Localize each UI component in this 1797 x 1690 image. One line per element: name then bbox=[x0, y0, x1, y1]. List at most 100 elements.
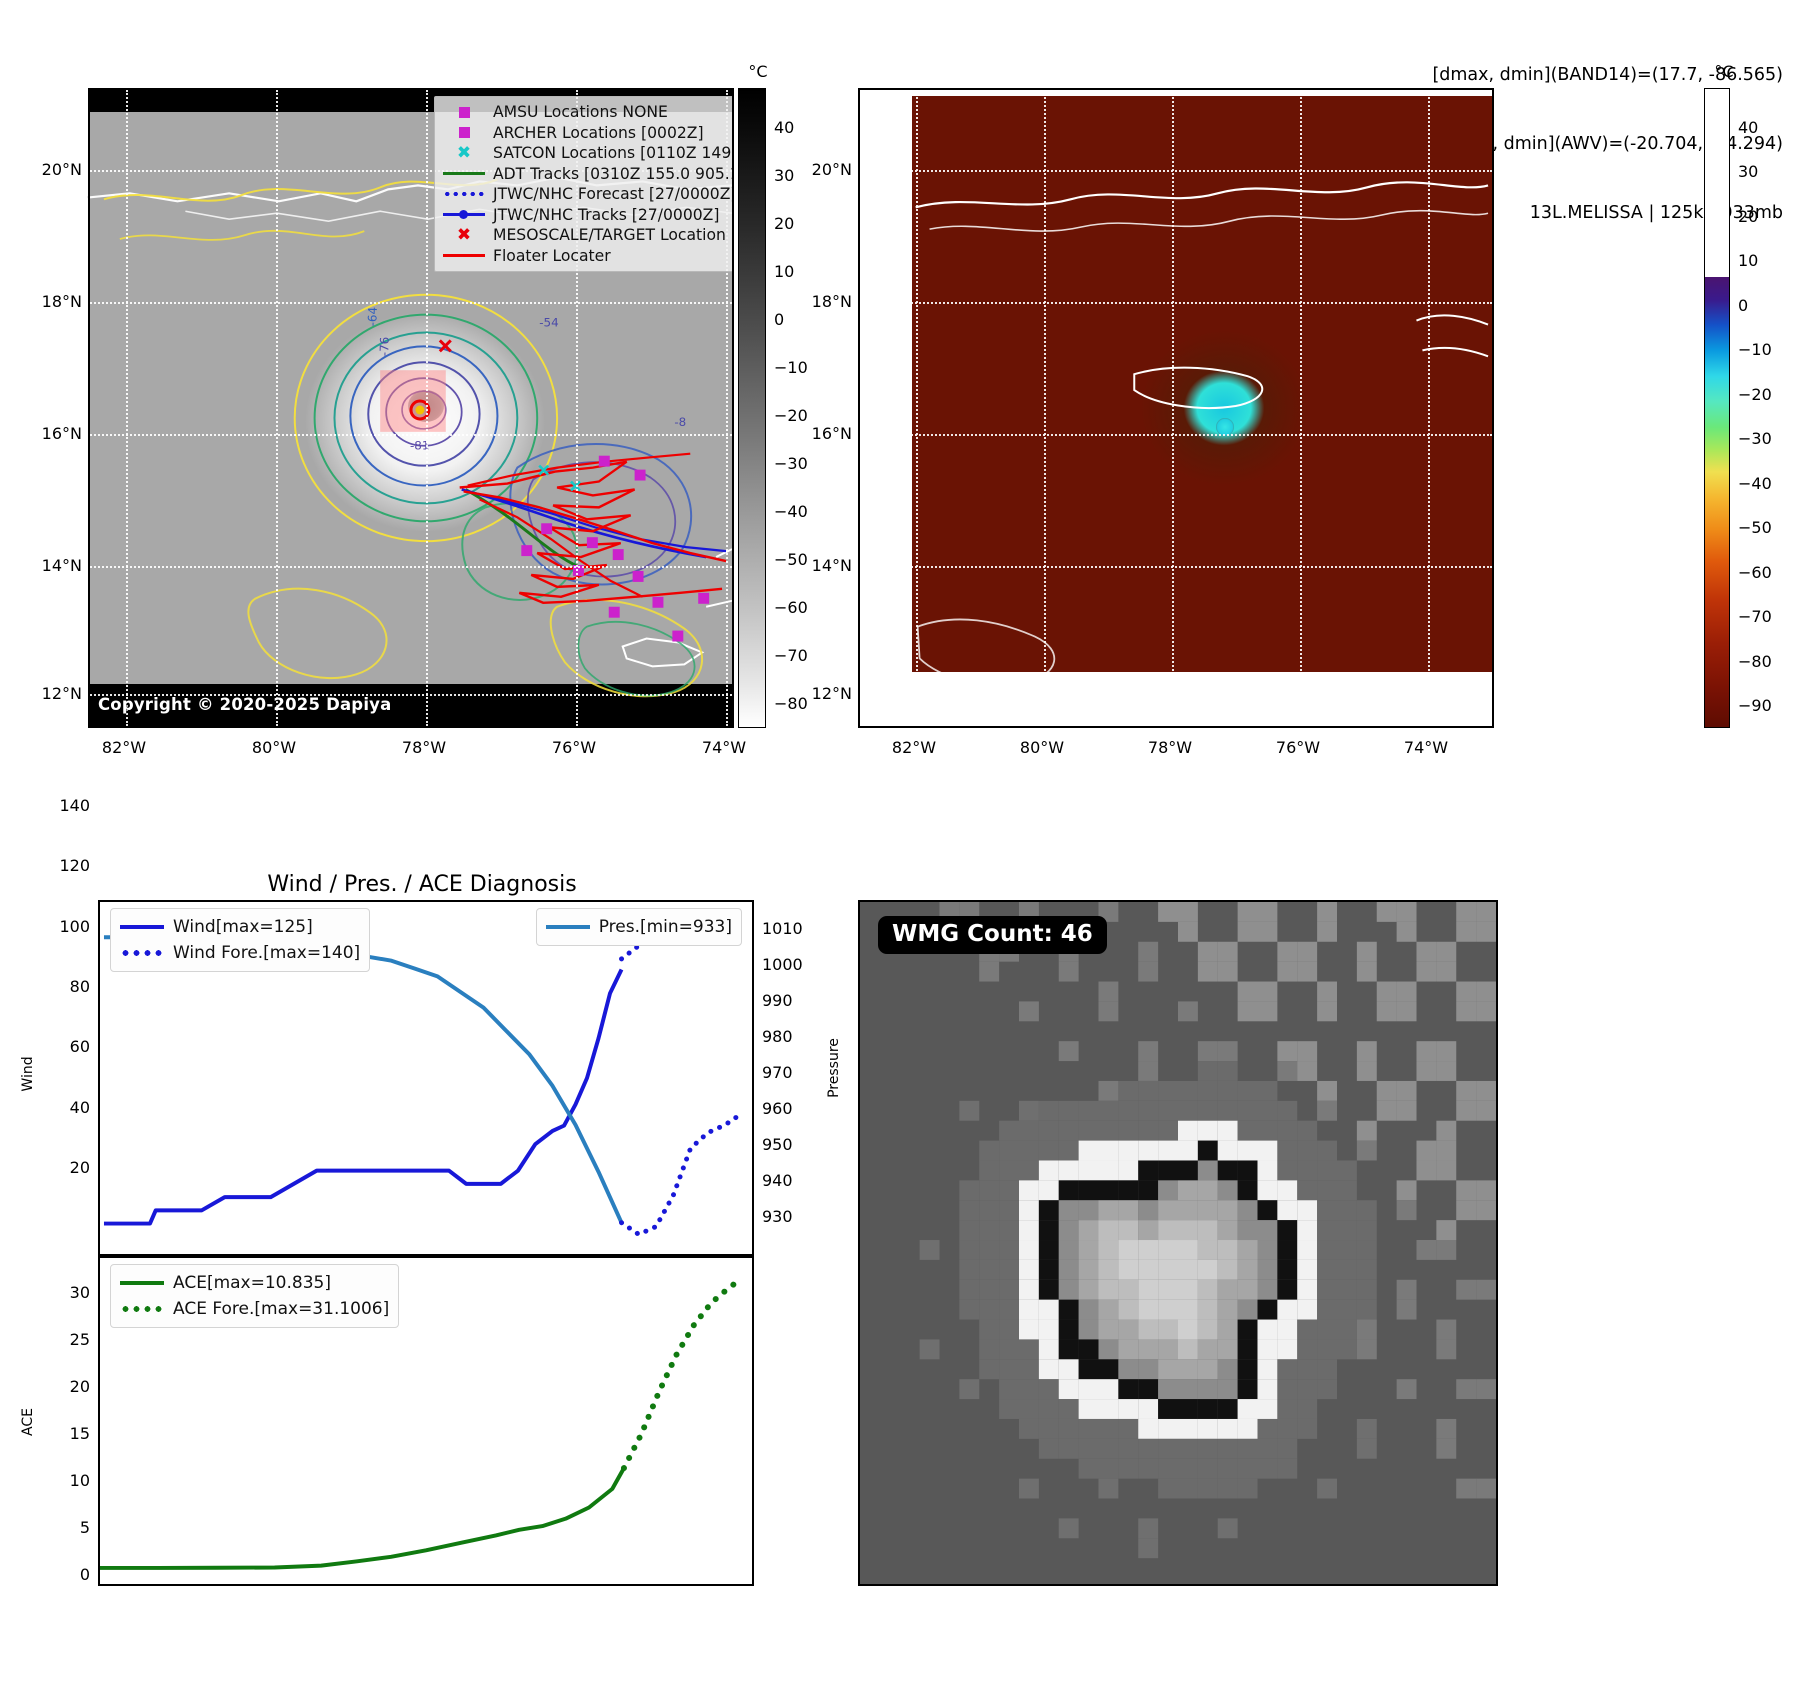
awv-overlay-vectors bbox=[915, 181, 1489, 687]
legend-label: SATCON Locations [0110Z 149 926] bbox=[493, 144, 732, 163]
ir-tick-m40: −40 bbox=[774, 502, 808, 521]
awv-left-mask bbox=[860, 90, 912, 726]
awv-tick-m30: −30 bbox=[1738, 429, 1772, 448]
awv-tick-m80: −80 bbox=[1738, 652, 1772, 671]
awv-tick-m70: −70 bbox=[1738, 607, 1772, 626]
awv-tick-m10: −10 bbox=[1738, 340, 1772, 359]
legend-item-satcon: ✖ SATCON Locations [0110Z 149 926] bbox=[441, 142, 732, 164]
storm-summary: 13L.MELISSA | 125kt, 933mb bbox=[1529, 203, 1783, 223]
tl-xlabel-76w: 76°W bbox=[551, 738, 597, 757]
legend-item-wind-forecast: Wind Fore.[max=140] bbox=[120, 940, 360, 966]
tr-xlabel-76w: 76°W bbox=[1275, 738, 1321, 757]
awv-tick-m60: −60 bbox=[1738, 563, 1772, 582]
pres-tick-930: 930 bbox=[762, 1207, 793, 1226]
wind-tick-80: 80 bbox=[69, 977, 90, 996]
wmg-panel[interactable]: WMG Count: 46 bbox=[858, 900, 1498, 1586]
legend-item-ace-forecast: ACE Fore.[max=31.1006] bbox=[120, 1296, 389, 1322]
tl-xlabel-78w: 78°W bbox=[401, 738, 447, 757]
pres-tick-970: 970 bbox=[762, 1063, 793, 1082]
ir-tick-10: 10 bbox=[774, 262, 795, 281]
awv-tick-30: 30 bbox=[1738, 162, 1759, 181]
pres-tick-940: 940 bbox=[762, 1171, 793, 1190]
legend-item-archer: ARCHER Locations [0002Z] bbox=[441, 123, 732, 144]
tl-ylabel-18n: 18°N bbox=[41, 292, 82, 311]
wind-axis-label: Wind bbox=[20, 1056, 36, 1092]
pressure-axis-label: Pressure bbox=[826, 1038, 842, 1098]
copyright-notice: Copyright © 2020-2025 Dapiya bbox=[98, 695, 392, 714]
magenta-square-icon bbox=[441, 124, 487, 142]
awv-tick-m20: −20 bbox=[1738, 385, 1772, 404]
ir-tick-m80: −80 bbox=[774, 694, 808, 713]
ir-tick-30: 30 bbox=[774, 166, 795, 185]
ace-tick-25: 25 bbox=[69, 1330, 90, 1349]
wind-pressure-chart[interactable]: Wind[max=125] Wind Fore.[max=140] Pres.[… bbox=[98, 900, 754, 1256]
tl-ylabel-14n: 14°N bbox=[41, 556, 82, 575]
pres-tick-1010: 1010 bbox=[762, 919, 803, 938]
ir-tick-20: 20 bbox=[774, 214, 795, 233]
ir-tick-m50: −50 bbox=[774, 550, 808, 569]
legend-label: ADT Tracks [0310Z 155.0 905.1] bbox=[493, 164, 734, 183]
legend-label: Wind[max=125] bbox=[173, 917, 313, 937]
pres-tick-960: 960 bbox=[762, 1099, 793, 1118]
tl-xlabel-82w: 82°W bbox=[101, 738, 147, 757]
blue-dotted-line-icon bbox=[441, 185, 487, 203]
diagnosis-title: Wind / Pres. / ACE Diagnosis bbox=[267, 872, 577, 897]
wind-tick-100: 100 bbox=[59, 917, 90, 936]
tl-ylabel-12n: 12°N bbox=[41, 684, 82, 703]
legend-item-adt-tracks: ADT Tracks [0310Z 155.0 905.1] bbox=[441, 164, 734, 185]
ace-legend: ACE[max=10.835] ACE Fore.[max=31.1006] bbox=[110, 1264, 400, 1328]
legend-label: Wind Fore.[max=140] bbox=[173, 943, 361, 963]
legend-label: ACE Fore.[max=31.1006] bbox=[173, 1299, 390, 1319]
awv-eye-marker bbox=[1216, 418, 1234, 436]
wind-tick-140: 140 bbox=[59, 796, 90, 815]
legend-item-ace: ACE[max=10.835] bbox=[120, 1270, 389, 1296]
legend-item-jtwc-forecast: JTWC/NHC Forecast [27/0000Z] bbox=[441, 184, 732, 205]
tl-xlabel-74w: 74°W bbox=[701, 738, 747, 757]
ace-chart[interactable]: ACE[max=10.835] ACE Fore.[max=31.1006] bbox=[98, 1256, 754, 1586]
ir-mesoscale-map[interactable]: -64 -76 -54 -81 -8 Copyright © 2020-2025… bbox=[88, 88, 734, 728]
pres-tick-950: 950 bbox=[762, 1135, 793, 1154]
tl-xlabel-80w: 80°W bbox=[251, 738, 297, 757]
awv-tick-m40: −40 bbox=[1738, 474, 1772, 493]
legend-label: MESOSCALE/TARGET Location bbox=[493, 226, 726, 245]
svg-text:-64: -64 bbox=[365, 307, 380, 327]
tr-xlabel-78w: 78°W bbox=[1147, 738, 1193, 757]
pres-tick-1000: 1000 bbox=[762, 955, 803, 974]
ace-tick-30: 30 bbox=[69, 1283, 90, 1302]
awv-tick-10: 10 bbox=[1738, 251, 1759, 270]
ir-map-legend: AMSU Locations NONE ARCHER Locations [00… bbox=[434, 96, 734, 272]
tr-xlabel-82w: 82°W bbox=[891, 738, 937, 757]
awv-tick-40: 40 bbox=[1738, 118, 1759, 137]
tl-ylabel-20n: 20°N bbox=[41, 160, 82, 179]
ir-colorbar-strip bbox=[738, 88, 766, 728]
svg-text:-81: -81 bbox=[410, 439, 429, 453]
tr-xlabel-74w: 74°W bbox=[1403, 738, 1449, 757]
wind-tick-20: 20 bbox=[69, 1158, 90, 1177]
ir-tick-m10: −10 bbox=[774, 358, 808, 377]
ace-tick-20: 20 bbox=[69, 1377, 90, 1396]
awv-colorbar-strip bbox=[1704, 88, 1730, 728]
ace-tick-10: 10 bbox=[69, 1471, 90, 1490]
blue-solid-line-icon bbox=[120, 920, 164, 934]
wmg-raster bbox=[919, 902, 1496, 1559]
ir-tick-m70: −70 bbox=[774, 646, 808, 665]
legend-item-amsu: AMSU Locations NONE bbox=[441, 102, 732, 123]
wind-tick-60: 60 bbox=[69, 1037, 90, 1056]
legend-item-pressure: Pres.[min=933] bbox=[545, 914, 732, 940]
legend-label: JTWC/NHC Tracks [27/0000Z] bbox=[493, 205, 720, 224]
cyan-x-icon: ✖ bbox=[456, 142, 472, 163]
legend-label: Floater Locater bbox=[493, 246, 611, 265]
ir-tick-m30: −30 bbox=[774, 454, 808, 473]
dmax-dmin-band14: [dmax, dmin](BAND14)=(17.7, -86.565) bbox=[1432, 65, 1783, 85]
awv-map[interactable] bbox=[858, 88, 1494, 728]
ir-tick-0: 0 bbox=[774, 310, 785, 329]
red-x-icon: ✖ bbox=[456, 224, 472, 245]
wind-tick-40: 40 bbox=[69, 1098, 90, 1117]
ace-tick-5: 5 bbox=[79, 1518, 90, 1537]
wind-tick-120: 120 bbox=[59, 856, 90, 875]
tl-ylabel-16n: 16°N bbox=[41, 424, 82, 443]
ace-plot-area bbox=[100, 1276, 744, 1570]
legend-item-wind: Wind[max=125] bbox=[120, 914, 360, 940]
wmg-count-badge: WMG Count: 46 bbox=[878, 916, 1107, 954]
